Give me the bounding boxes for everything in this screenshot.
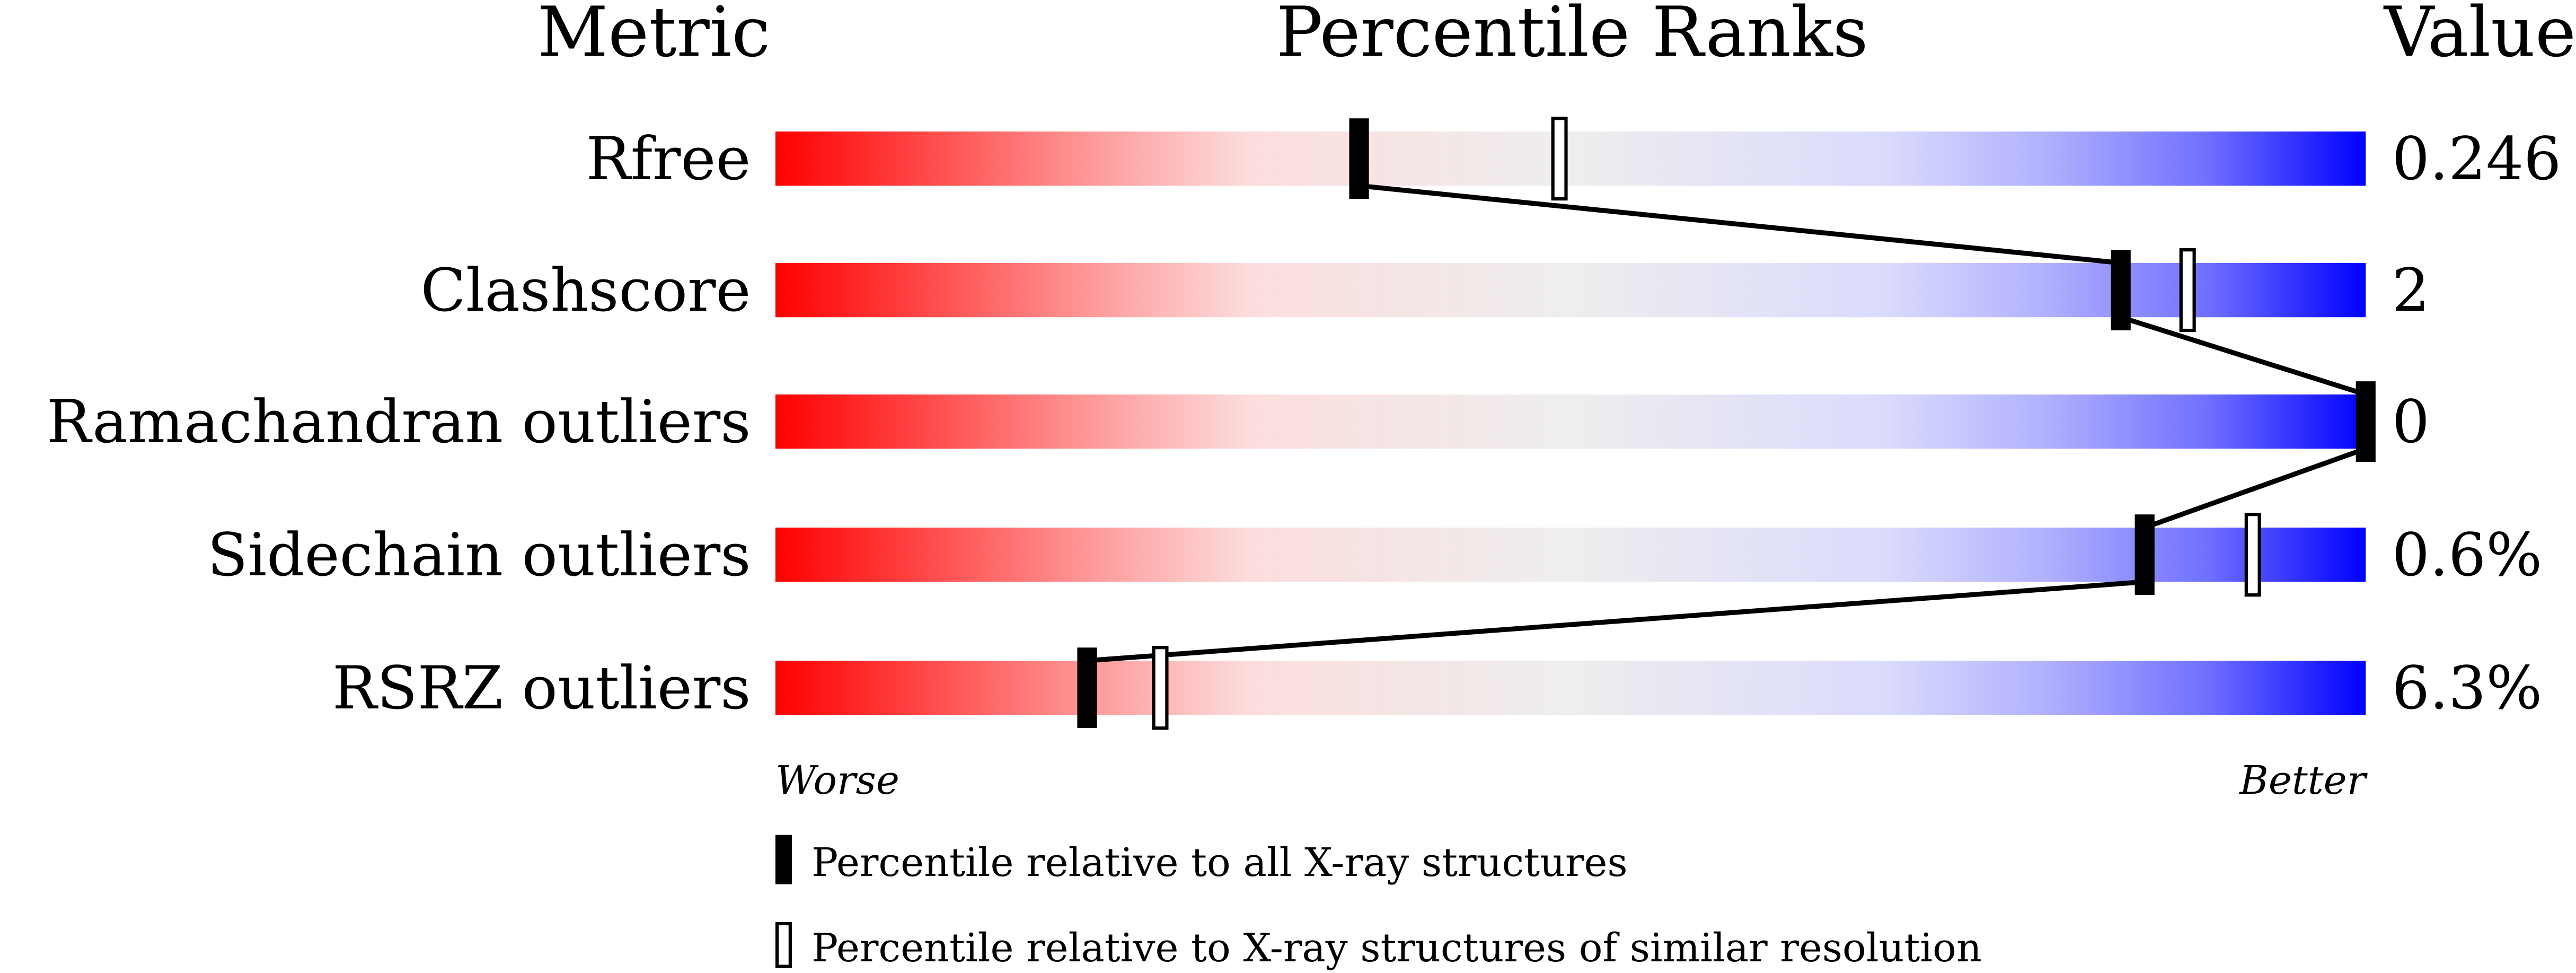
metric-label: Rfree xyxy=(586,125,751,194)
legend-all-swatch xyxy=(775,835,792,884)
metric-value: 2 xyxy=(2392,256,2430,325)
axis-label-better: Better xyxy=(2238,757,2368,803)
marker-all-structures xyxy=(1349,118,1369,199)
metric-value: 6.3% xyxy=(2392,654,2542,723)
header-metric: Metric xyxy=(537,0,770,72)
metric-label: Sidechain outliers xyxy=(207,521,751,590)
metric-value: 0.246 xyxy=(2392,125,2561,194)
percentile-bar xyxy=(775,394,2366,449)
marker-similar-resolution xyxy=(1551,117,1568,201)
metric-label: Clashscore xyxy=(420,256,751,325)
legend-similar-label: Percentile relative to X-ray structures … xyxy=(811,925,1982,971)
metric-label: RSRZ outliers xyxy=(332,654,751,723)
metric-value: 0 xyxy=(2392,388,2430,457)
connector-line xyxy=(1087,579,2145,663)
metric-label: Ramachandran outliers xyxy=(47,388,751,457)
marker-all-structures xyxy=(2356,381,2376,462)
header-percentile-ranks: Percentile Ranks xyxy=(1276,0,1868,72)
marker-similar-resolution xyxy=(2244,513,2261,597)
connector-line xyxy=(2143,446,2367,530)
metric-value: 0.6% xyxy=(2392,521,2542,590)
percentile-bar xyxy=(775,661,2366,715)
connector-line xyxy=(2120,314,2367,397)
marker-all-structures xyxy=(2111,250,2131,331)
marker-similar-resolution xyxy=(2179,248,2196,332)
axis-label-worse: Worse xyxy=(775,757,899,803)
header-value: Value xyxy=(2383,0,2576,72)
legend-all-label: Percentile relative to all X-ray structu… xyxy=(811,839,1628,886)
legend-similar-swatch xyxy=(775,922,792,968)
marker-all-structures xyxy=(1077,647,1097,729)
marker-similar-resolution xyxy=(1152,646,1169,730)
percentile-bar xyxy=(775,527,2366,582)
connector-line xyxy=(1358,183,2121,266)
percentile-bar xyxy=(775,262,2366,318)
marker-all-structures xyxy=(2134,514,2155,595)
percentile-bar xyxy=(775,132,2366,186)
